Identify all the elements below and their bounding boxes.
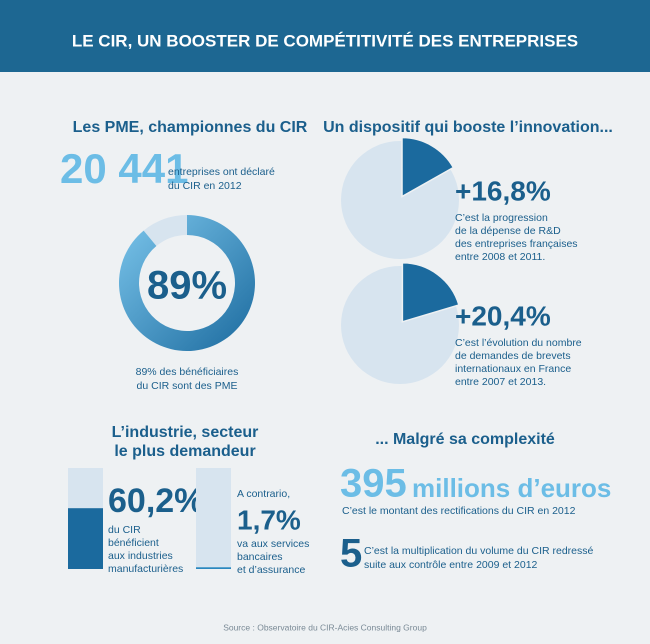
pie-text: de la dépense de R&D	[455, 225, 561, 237]
section-title: Les PME, championnes du CIR	[73, 119, 308, 136]
bar-track	[196, 468, 231, 569]
pie-text: des entreprises françaises	[455, 238, 578, 250]
pie-text: internationaux en France	[455, 363, 571, 375]
bar-text: va aux services	[237, 538, 309, 550]
share-label: 89%	[147, 264, 227, 308]
bar	[68, 508, 103, 569]
count-text: du CIR en 2012	[168, 180, 242, 192]
bar-text: manufacturières	[108, 563, 183, 575]
count-text: entreprises ont déclaré	[168, 166, 275, 178]
source: Source : Observatoire du CIR-Acies Consu…	[223, 622, 427, 632]
intro: A contrario,	[237, 488, 290, 500]
multiplier-number: 5	[340, 532, 362, 576]
amount-unit: millions d’euros	[412, 473, 611, 503]
bar-text: du CIR	[108, 524, 141, 536]
pie-text: C’est l’évolution du nombre	[455, 337, 582, 349]
pie-label: +16,8%	[455, 175, 551, 206]
pie-text: de demandes de brevets	[455, 350, 571, 362]
header-bar	[0, 0, 650, 72]
bar-text: aux industries	[108, 550, 173, 562]
pie-slice	[401, 136, 455, 198]
share-text: du CIR sont des PME	[137, 380, 238, 392]
pie-text: C’est la progression	[455, 212, 548, 224]
multiplier-text: suite aux contrôle entre 2009 et 2012	[364, 559, 538, 571]
bar-label: 1,7%	[237, 504, 301, 535]
multiplier-text: C’est la multiplication du volume du CIR…	[364, 545, 594, 557]
bar-text: bénéficient	[108, 537, 159, 549]
header-title: LE CIR, UN BOOSTER DE COMPÉTITIVITÉ DES …	[72, 31, 578, 50]
share-text: 89% des bénéficiaires	[136, 366, 239, 378]
count: 20 441	[60, 145, 188, 192]
bar-label: 60,2%	[108, 482, 204, 520]
pie-text: entre 2007 et 2013.	[455, 376, 546, 388]
bar-text: et d’assurance	[237, 564, 305, 576]
donut-rest	[143, 215, 187, 247]
section-title: L’industrie, secteur	[112, 424, 259, 441]
amount-text: C’est le montant des rectifications du C…	[342, 505, 576, 517]
pie-text: entre 2008 et 2011.	[455, 251, 545, 263]
pie-slice	[401, 262, 460, 323]
bar	[196, 567, 231, 569]
donut-share	[119, 215, 256, 351]
bar-text: bancaires	[237, 551, 283, 563]
section-title: le plus demandeur	[114, 443, 255, 460]
section-title: Un dispositif qui booste l’innovation...	[323, 119, 613, 136]
section-title: ... Malgré sa complexité	[375, 431, 555, 448]
amount-number: 395	[340, 462, 407, 506]
pie-label: +20,4%	[455, 300, 551, 331]
